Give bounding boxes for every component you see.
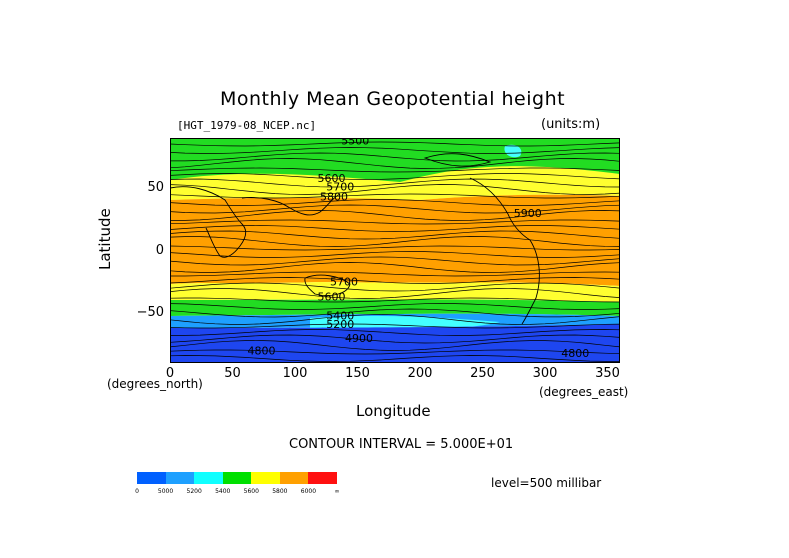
band-green-south — [170, 299, 620, 316]
coast-asia — [241, 193, 341, 216]
coastlines — [170, 153, 540, 325]
contour-label: 4800 — [561, 347, 589, 360]
contour-line — [170, 271, 620, 277]
contour-line — [170, 236, 620, 247]
contour-interval-text: CONTOUR INTERVAL = 5.000E+01 — [289, 437, 514, 452]
contour-line — [170, 334, 620, 344]
contour-line — [170, 199, 620, 206]
colorbar-swatch — [251, 472, 280, 484]
contour-line — [170, 277, 620, 284]
x-tick-label: 150 — [345, 366, 370, 381]
contour-lines — [170, 141, 620, 362]
coast-north-america — [423, 153, 492, 167]
contour-label: 5400 — [326, 309, 354, 322]
contour-labels: 5500560057005800590057005600540052004900… — [248, 138, 590, 360]
contour-line — [170, 178, 620, 188]
contour-line — [170, 297, 620, 303]
contour-line — [170, 329, 620, 336]
colorbar-label: 0 — [135, 488, 139, 495]
contour-label: 5900 — [514, 207, 542, 220]
contour-label: 5700 — [330, 276, 358, 289]
contour-line — [170, 303, 620, 310]
contour-line — [170, 184, 620, 195]
contour-label: 5600 — [318, 172, 346, 185]
contour-line — [170, 282, 620, 292]
contour-label: 5700 — [326, 181, 354, 194]
band-yellow-north — [170, 166, 620, 200]
colorbar-swatch — [165, 472, 195, 484]
band-yellow-south — [170, 282, 620, 302]
x-tick-label: 300 — [532, 366, 558, 381]
colorbar-label: 6000 — [300, 488, 317, 495]
x-tick-label: 250 — [470, 366, 495, 381]
coast-americas — [469, 177, 540, 325]
contour-line — [170, 230, 620, 240]
contour-line — [170, 288, 620, 299]
y-axis-label: Latitude — [96, 208, 114, 270]
contour-line — [170, 256, 620, 266]
x-tick-label: 50 — [224, 366, 241, 381]
x-tick-label: 100 — [282, 366, 308, 381]
file-label: [HGT_1979-08_NCEP.nc] — [177, 119, 317, 132]
contour-line — [170, 340, 620, 351]
y-tick-label: −50 — [136, 305, 164, 320]
contour-line — [170, 251, 620, 258]
colorbar-label: 5200 — [186, 488, 202, 495]
contour-line — [170, 219, 620, 225]
y-tick-label: 0 — [155, 242, 164, 258]
coast-africa — [170, 186, 247, 258]
map-border — [170, 138, 620, 363]
contour-line — [170, 158, 620, 169]
contour-label: 5800 — [320, 191, 348, 204]
contour-line — [170, 167, 620, 173]
contour-label: 5500 — [341, 138, 369, 147]
contour-line — [170, 308, 620, 318]
colorbar-swatch — [222, 472, 252, 484]
colorbar-label: 5800 — [272, 488, 288, 495]
contour-line — [170, 245, 620, 251]
colorbar-label: 5000 — [157, 488, 174, 495]
colorbar-swatch — [194, 472, 223, 484]
level-text: level=500 millibar — [491, 476, 602, 490]
contour-line — [170, 349, 620, 355]
map-plot-area: 5500560057005800590057005600540052004900… — [170, 138, 620, 363]
contour-line — [170, 355, 620, 362]
colorbar-label: 5400 — [215, 488, 231, 495]
colorbar-swatch — [137, 472, 166, 484]
contour-line — [170, 147, 620, 154]
contour-line — [170, 204, 620, 214]
contour-label: 5200 — [326, 318, 354, 331]
contour-label: 4900 — [345, 332, 373, 345]
contour-line — [170, 262, 620, 273]
contour-line — [170, 314, 620, 325]
y-tick-label: 50 — [147, 180, 164, 195]
contour-line — [170, 323, 620, 329]
colorbar-label: ∞ — [334, 488, 340, 495]
chart-title: Monthly Mean Geopotential height — [220, 88, 566, 110]
contour-line — [170, 210, 620, 221]
contour-line — [170, 152, 620, 162]
contour-line — [170, 141, 620, 147]
colorbar — [137, 472, 338, 484]
colorbar-label: 5600 — [243, 488, 259, 495]
x-axis-label: Longitude — [356, 402, 431, 420]
x-axis-unit: (degrees_east) — [539, 385, 629, 399]
contour-line — [170, 225, 620, 232]
x-tick-label: 350 — [595, 366, 620, 381]
coast-australia — [304, 274, 351, 296]
band-orange — [170, 194, 620, 286]
contour-label: 5600 — [318, 291, 346, 304]
units-label: (units:m) — [541, 117, 601, 132]
cyan-low-arctic — [504, 144, 522, 158]
contour-line — [170, 173, 620, 180]
colorbar-swatch — [279, 472, 309, 484]
y-axis-unit: (degrees_north) — [107, 377, 203, 391]
contour-label: 4800 — [248, 344, 276, 357]
colorbar-swatch — [308, 472, 338, 484]
x-tick-label: 0 — [165, 366, 175, 381]
x-tick-label: 200 — [407, 366, 433, 381]
